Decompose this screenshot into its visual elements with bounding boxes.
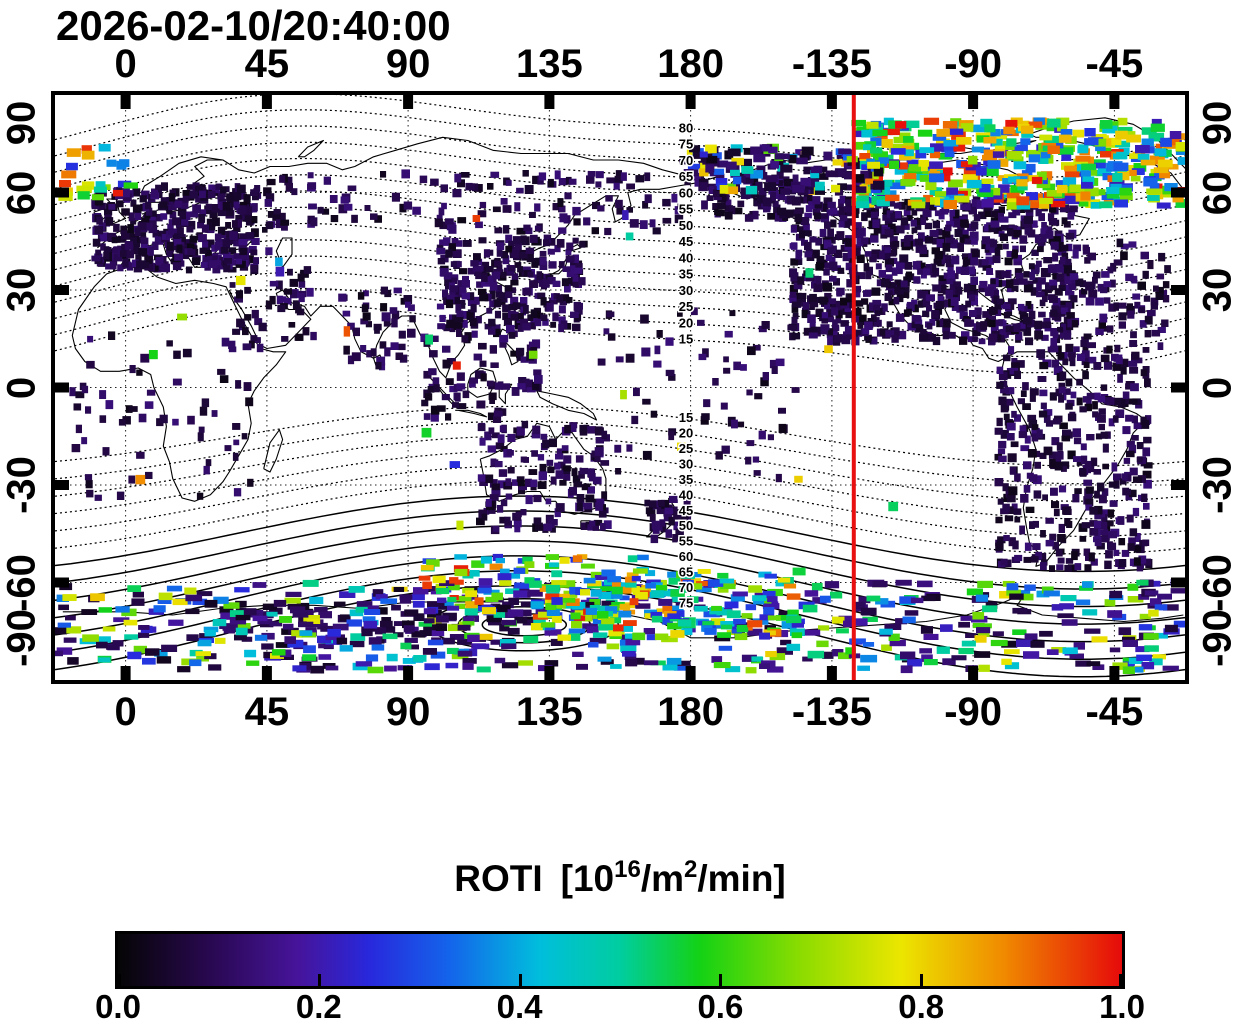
colorbar-unit-squared: 2 — [684, 856, 698, 883]
svg-text:15: 15 — [679, 332, 693, 347]
svg-text:35: 35 — [679, 267, 693, 282]
svg-text:40: 40 — [679, 487, 693, 502]
svg-text:75: 75 — [679, 137, 693, 152]
y-axis-label-left: -90 — [0, 609, 44, 667]
svg-text:25: 25 — [679, 299, 693, 314]
svg-text:55: 55 — [679, 202, 693, 217]
y-axis-label-right: -30 — [1195, 456, 1240, 514]
x-axis-label-top: -135 — [791, 42, 872, 86]
svg-text:30: 30 — [679, 456, 693, 471]
svg-text:70: 70 — [679, 153, 693, 168]
svg-text:35: 35 — [679, 472, 693, 487]
x-axis-label-bottom: 180 — [657, 690, 724, 734]
colorbar-tick-mark — [920, 974, 924, 986]
colorbar-tick-label: 0.2 — [295, 988, 342, 1024]
svg-text:15: 15 — [679, 410, 693, 425]
x-axis-label-top: 135 — [516, 42, 583, 86]
x-axis-label-top: 0 — [114, 42, 137, 86]
x-axis-label-bottom: 135 — [516, 690, 583, 734]
y-axis-label-left: 60 — [0, 170, 44, 215]
svg-text:50: 50 — [679, 218, 693, 233]
x-axis-label-top: 90 — [385, 42, 431, 86]
svg-text:80: 80 — [679, 120, 693, 135]
x-axis-label-bottom: -135 — [791, 690, 872, 734]
roti-data-points — [55, 117, 1185, 674]
colorbar-quantity-label: ROTI — [454, 858, 543, 899]
x-axis-label-bottom: -45 — [1085, 690, 1144, 734]
x-axis-label-bottom: 90 — [385, 690, 431, 734]
world-map-plot: 8075706560555045403530252015152025303540… — [55, 95, 1185, 680]
colorbar-gradient — [115, 931, 1125, 989]
y-axis-label-right: 0 — [1195, 376, 1240, 399]
y-axis-label-right: -90 — [1195, 609, 1240, 667]
svg-text:20: 20 — [679, 315, 693, 330]
axis-ticks — [55, 95, 1185, 680]
contour-labels: 8075706560555045403530252015152025303540… — [677, 119, 694, 612]
svg-text:20: 20 — [679, 426, 693, 441]
colorbar-tick-mark — [118, 974, 121, 986]
y-axis-label-left: 30 — [0, 267, 44, 313]
svg-text:65: 65 — [679, 565, 693, 580]
colorbar-tick-label: 0.8 — [898, 988, 945, 1024]
colorbar-tick-label: 0.6 — [697, 988, 744, 1024]
colorbar-tick-mark — [317, 974, 321, 986]
svg-text:40: 40 — [679, 250, 693, 265]
svg-text:70: 70 — [679, 580, 693, 595]
y-axis-label-right: -60 — [1195, 553, 1240, 612]
x-axis-label-top: 45 — [244, 42, 290, 86]
colorbar-tick-mark — [1119, 974, 1122, 986]
x-axis-label-top: -45 — [1085, 42, 1144, 86]
colorbar-unit-suffix: /min] — [697, 858, 786, 899]
svg-text:25: 25 — [679, 441, 693, 456]
colorbar-tick-mark — [719, 974, 723, 986]
colorbar-unit-exponent: 16 — [614, 856, 641, 883]
y-axis-label-right: 30 — [1195, 267, 1240, 313]
x-axis-label-top: -90 — [944, 42, 1003, 86]
colorbar-unit-prefix: [10 — [560, 858, 615, 899]
colorbar-title: ROTI [1016/m2/min] — [0, 856, 1240, 900]
x-axis-label-bottom: 45 — [244, 690, 290, 734]
svg-text:60: 60 — [679, 185, 693, 200]
y-axis-label-left: 90 — [0, 100, 44, 146]
x-axis-label-bottom: -90 — [944, 690, 1003, 734]
y-axis-label-left: -30 — [0, 456, 44, 514]
y-axis-label-right: 60 — [1195, 170, 1240, 215]
svg-text:50: 50 — [679, 518, 693, 533]
x-axis-label-top: 180 — [657, 42, 724, 86]
x-axis-label-bottom: 0 — [114, 690, 137, 734]
timestamp-title: 2026-02-10/20:40:00 — [56, 2, 451, 49]
svg-text:60: 60 — [679, 549, 693, 564]
svg-text:55: 55 — [679, 534, 693, 549]
map-frame: 80 75 70 65 60 55 50 45 40 35 30 25 20 15 15 20 25 30 35 40… — [51, 91, 1189, 684]
colorbar-unit-mid: /m — [640, 858, 684, 899]
colorbar-tick-label: 1.0 — [1099, 988, 1145, 1024]
colorbar-tick-label: 0.4 — [496, 988, 543, 1024]
svg-text:45: 45 — [679, 503, 693, 518]
y-axis-label-right: 90 — [1195, 100, 1240, 146]
y-axis-label-left: 0 — [0, 376, 44, 399]
colorbar-tick-label: 0.0 — [95, 988, 141, 1024]
svg-text:30: 30 — [679, 283, 693, 298]
svg-text:75: 75 — [679, 596, 693, 611]
colorbar-tick-mark — [518, 974, 522, 986]
y-axis-label-left: -60 — [0, 553, 44, 612]
svg-text:65: 65 — [679, 169, 693, 184]
svg-text:45: 45 — [679, 234, 693, 249]
